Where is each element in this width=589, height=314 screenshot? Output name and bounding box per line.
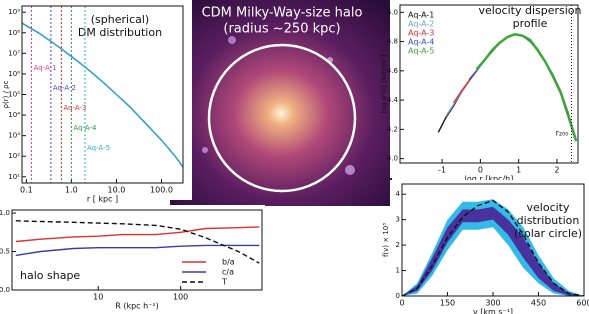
chart-panel: 10 100 0.0 0.5 1.0 R (kpc h⁻¹) halo shape b/ac/…	[0, 205, 265, 314]
legend-label: Aq-A-4	[408, 38, 434, 47]
y-tick-label: 0.0	[0, 286, 10, 294]
x-tick-label: 100	[173, 293, 188, 302]
x-tick-label: 150	[440, 299, 455, 308]
x-tick-label: 0	[478, 166, 483, 175]
subhalo	[202, 147, 208, 153]
plot-frame	[11, 209, 263, 291]
chart-panel: 0 150 300 450 600 0 1 2 3 4 v [km s⁻¹] f(v) × 10³ ve…	[382, 180, 589, 314]
x-axis-label: log r [kpc/h]	[465, 175, 514, 184]
x-axis-label: R (kpc h⁻¹)	[115, 302, 159, 311]
panel-background	[390, 0, 589, 178]
legend-label: Aq-A-3	[408, 29, 434, 38]
x-tick-label: 0	[399, 299, 404, 308]
legend-label: Aq-A-5	[408, 47, 434, 56]
x-axis-label: v [km s⁻¹]	[473, 308, 513, 314]
legend-label: b/a	[222, 258, 235, 267]
plot-frame	[21, 5, 184, 184]
series-line	[15, 220, 260, 264]
y-axis-label: f(v) × 10³	[382, 223, 390, 257]
chart-title: distribution	[517, 214, 580, 227]
legend-label: T	[221, 278, 227, 287]
panel-background	[0, 205, 265, 314]
image-title: CDM Milky-Way-size halo	[202, 6, 363, 21]
y-axis-label: log σ²(r) [km²/s²]	[380, 54, 388, 113]
halo-render	[170, 0, 392, 206]
plot-frame	[401, 183, 585, 297]
y-tick-label: 10⁸	[8, 29, 20, 37]
halo-image: CDM Milky-Way-size halo (radius ~250 kpc…	[170, 0, 392, 206]
x-tick-label: -1	[438, 166, 446, 175]
y-tick-label: 10⁵	[8, 91, 20, 99]
resolution-label: Aq-A-2	[53, 84, 76, 92]
x-tick-label: 10.0	[108, 186, 126, 195]
y-tick-label: 10⁷	[8, 49, 20, 57]
y-tick-label: 2	[396, 241, 400, 249]
curve	[22, 22, 183, 168]
panel-label: halo shape	[20, 269, 80, 282]
series-line	[15, 244, 260, 257]
y-tick-label: 1	[396, 267, 400, 275]
x-tick-label: 0.1	[20, 186, 33, 195]
y-tick-label: 3	[396, 216, 400, 224]
chart-panel: -1 0 1 2 4.0 4.2 4.4 4.6 4.8 5.0 log r [kpc/h] log …	[380, 0, 589, 184]
y-tick-label: 10⁹	[8, 8, 20, 16]
y-tick-label: 10³	[8, 132, 20, 140]
y-axis-label: ρ(r) / ρc	[2, 80, 10, 108]
plot-area	[437, 33, 578, 142]
x-tick-label: 450	[531, 299, 546, 308]
plot-area	[15, 220, 260, 264]
band	[402, 206, 584, 296]
chart-title: (solar circle)	[514, 227, 582, 240]
resolution-label: Aq-A-3	[63, 104, 86, 112]
y-tick-label: 4.8	[387, 38, 398, 46]
x-tick-label: 600	[576, 299, 589, 308]
y-tick-label: 4.2	[387, 125, 398, 133]
x-tick-label: 1	[516, 166, 521, 175]
image-subtitle: (radius ~250 kpc)	[223, 22, 340, 37]
panel-background	[0, 0, 192, 200]
resolution-label: Aq-A-1	[33, 64, 56, 72]
chart-title: velocity	[527, 201, 570, 214]
legend-label: c/a	[222, 268, 234, 277]
y-tick-label: 10⁴	[8, 111, 20, 119]
y-tick-label: 5.0	[387, 8, 398, 16]
y-tick-label: 4.6	[387, 67, 399, 75]
x-tick-label: 300	[485, 299, 500, 308]
plot-area	[402, 199, 584, 296]
chart-title: (spherical)	[91, 13, 149, 26]
legend-label: Aq-A-1	[408, 11, 434, 20]
series-line	[475, 33, 578, 142]
virial-circle	[207, 43, 357, 193]
legend-label: Aq-A-2	[408, 20, 434, 29]
x-tick-label: 10	[93, 293, 103, 302]
y-tick-label: 4	[396, 190, 401, 198]
x-tick-label: 1.0	[65, 186, 78, 195]
resolution-label: Aq-A-5	[87, 144, 110, 152]
y-tick-label: 4.0	[387, 155, 398, 163]
y-tick-label: 10⁶	[8, 70, 20, 78]
plot-frame	[399, 4, 579, 164]
y-tick-label: 0	[396, 292, 400, 300]
y-tick-label: 10²	[8, 152, 20, 160]
y-tick-label: 10¹	[8, 173, 20, 181]
subhalo	[228, 36, 236, 44]
series-line	[15, 226, 260, 243]
plot-area	[22, 22, 183, 168]
y-tick-label: 4.4	[387, 96, 399, 104]
subhalo	[345, 165, 355, 175]
r200-label: r₂₀₀	[556, 129, 569, 138]
y-tick-label: 0.5	[0, 248, 10, 256]
x-tick-label: 2	[554, 166, 559, 175]
chart-title: profile	[513, 17, 548, 30]
chart-title: DM distribution	[78, 26, 162, 39]
series-line	[402, 199, 584, 296]
x-axis-label: r [ kpc ]	[87, 195, 118, 204]
chart-title: velocity dispersion	[478, 4, 581, 17]
chart-panel: 0.1 1.0 10.0 100.0 10¹ 10² 10³ 10⁴ 10⁵ 10⁶ 10⁷ 10⁸ 1…	[0, 0, 192, 204]
x-tick-label: 100.0	[150, 186, 173, 195]
y-tick-label: 1.0	[0, 209, 10, 217]
